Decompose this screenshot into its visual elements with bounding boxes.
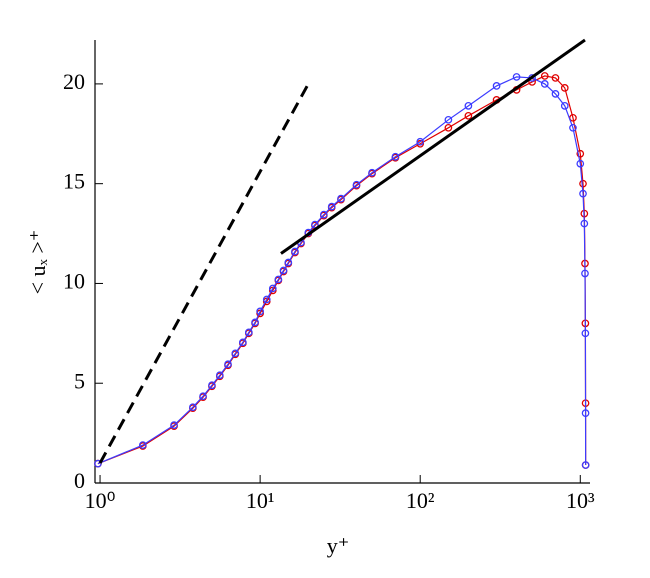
data-point — [560, 84, 569, 92]
x-tick-label: 10² — [406, 488, 435, 513]
data-point — [284, 258, 293, 267]
data-point — [512, 73, 521, 81]
data-point — [251, 318, 259, 327]
series-line — [97, 75, 587, 466]
data-point — [391, 152, 400, 161]
data-point — [215, 371, 224, 380]
data-point — [239, 338, 247, 347]
data-point — [199, 392, 207, 401]
data-point — [279, 266, 288, 275]
data-point — [576, 159, 585, 168]
data-point — [444, 115, 453, 124]
data-point — [262, 295, 271, 304]
data-point — [416, 137, 425, 146]
data-point — [208, 381, 216, 390]
y-tick-label: 5 — [74, 368, 85, 393]
data-point — [576, 149, 585, 158]
data-point — [581, 269, 589, 278]
y-axis-label: < uₓ >⁺ — [25, 230, 50, 295]
data-point — [224, 360, 232, 369]
data-point — [560, 102, 569, 110]
data-point — [579, 179, 587, 188]
data-point — [319, 210, 328, 219]
data-point — [268, 284, 277, 293]
data-point — [551, 74, 560, 82]
data-point — [540, 80, 549, 88]
data-point — [94, 459, 102, 468]
data-point — [580, 219, 589, 228]
x-axis-label: y⁺ — [327, 533, 350, 558]
data-point — [540, 72, 549, 80]
x-tick-label: 10⁰ — [85, 488, 116, 513]
data-point — [444, 123, 453, 132]
series-line — [97, 76, 587, 466]
data-point — [291, 247, 299, 256]
y-tick-label: 0 — [74, 468, 85, 493]
y-tick-label: 15 — [63, 169, 85, 194]
data-point — [368, 168, 376, 177]
data-point — [337, 194, 345, 203]
x-tick-label: 10³ — [566, 488, 595, 513]
data-point — [231, 349, 240, 358]
data-point — [189, 403, 197, 412]
x-tick-label: 10¹ — [246, 488, 275, 513]
data-point — [256, 307, 264, 316]
data-point — [311, 220, 319, 229]
y-tick-label: 10 — [63, 268, 85, 293]
data-point — [551, 90, 560, 98]
data-point — [581, 461, 590, 469]
data-point — [581, 409, 590, 418]
series-line — [98, 83, 310, 464]
data-point — [579, 189, 587, 198]
data-point — [464, 111, 473, 120]
data-point — [170, 421, 178, 429]
data-point — [138, 441, 147, 449]
data-point — [492, 82, 501, 90]
data-point — [464, 102, 473, 110]
data-point — [244, 328, 253, 337]
data-point — [569, 123, 577, 132]
data-point — [327, 202, 336, 211]
data-point — [274, 275, 283, 284]
y-tick-label: 20 — [63, 69, 85, 94]
data-point — [352, 180, 361, 189]
series-line — [280, 38, 586, 255]
data-point — [581, 329, 590, 338]
